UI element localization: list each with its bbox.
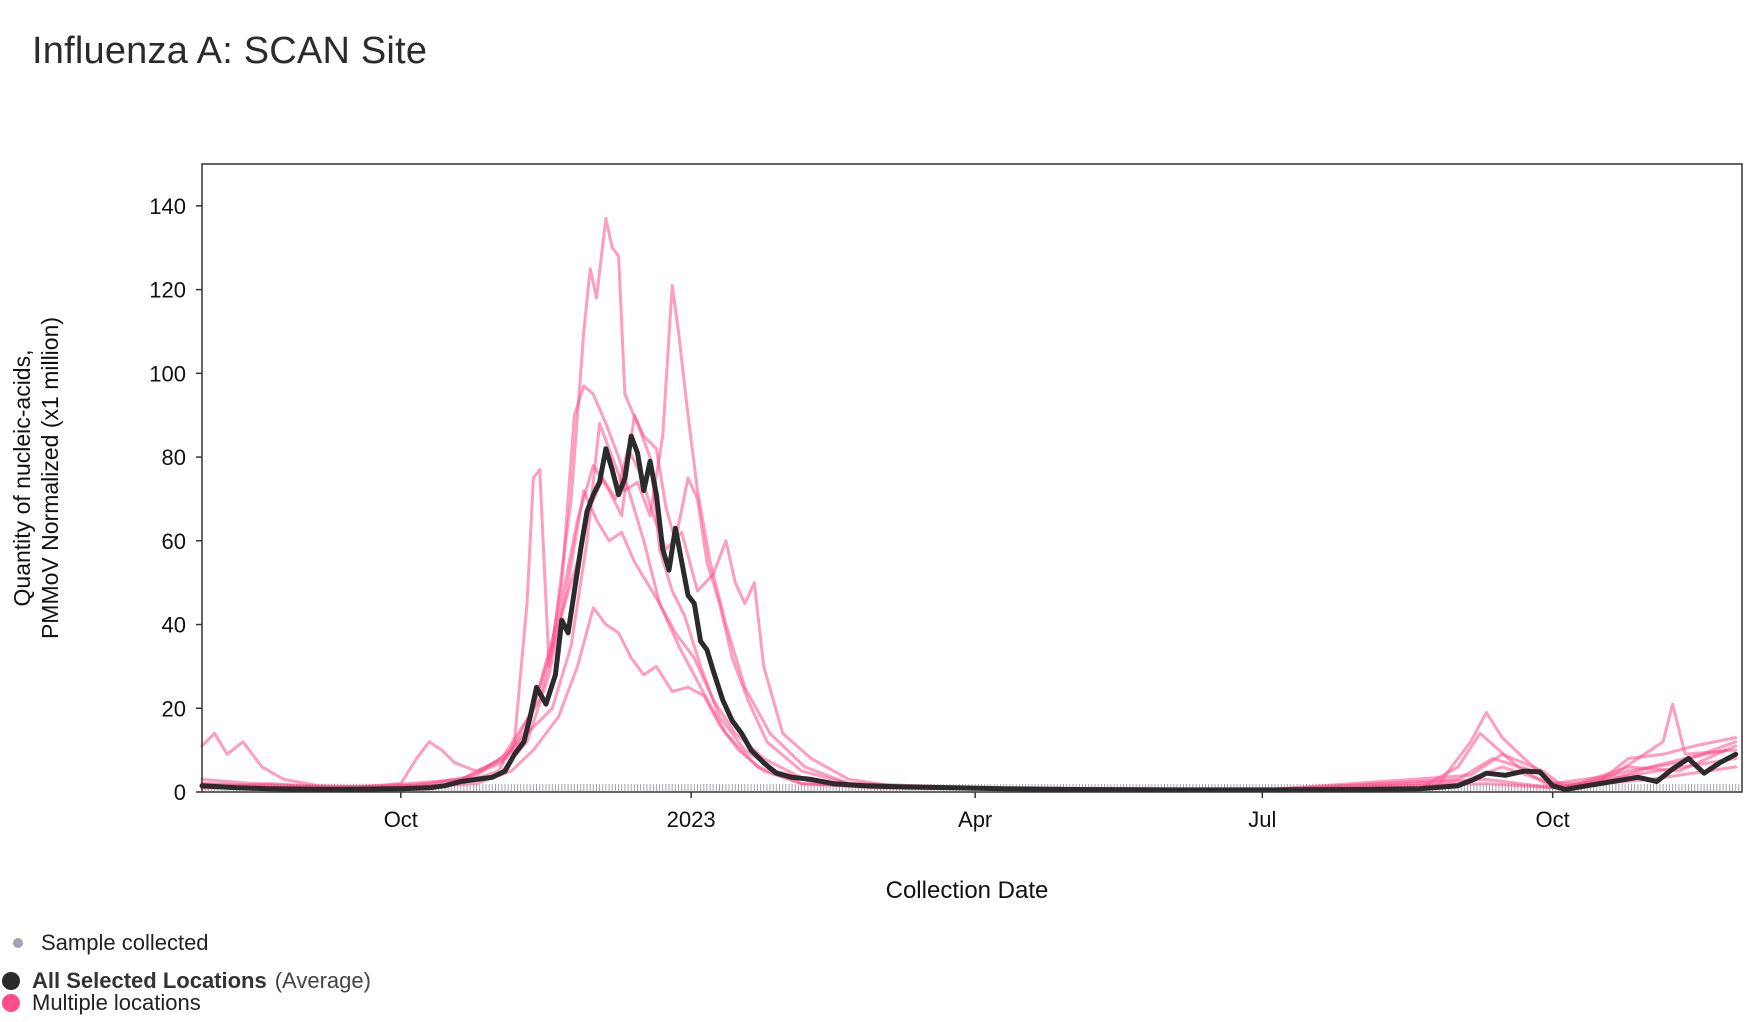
influenza-line-chart: 0 20 40 60 80 100 120 140 Oct 2023 Apr Jul Oct Quant… <box>9 163 1743 904</box>
plot-frame <box>201 163 1743 793</box>
y-tick-label: 100 <box>149 361 186 386</box>
y-tick-label: 0 <box>174 780 186 805</box>
y-tick-label: 120 <box>149 278 186 303</box>
legend-average-label: All Selected Locations <box>32 968 267 993</box>
average-dot-icon <box>2 972 20 990</box>
x-axis-label: Collection Date <box>886 877 1049 904</box>
legend-item-multiple-locations[interactable]: Multiple locations <box>0 990 201 1016</box>
location-series-layer <box>200 216 1738 792</box>
x-tick-label: Oct <box>1536 807 1570 832</box>
y-axis-label-line-2: PMMoV Normalized (x1 million) <box>37 317 63 639</box>
x-tick-label: 2023 <box>667 807 716 832</box>
series-line-location-3 <box>200 413 1738 792</box>
x-tick-label: Apr <box>958 807 992 832</box>
legend-multi-label: Multiple locations <box>32 990 201 1015</box>
y-tick-label: 40 <box>162 613 186 638</box>
locations-dot-icon <box>2 994 20 1012</box>
series-line-average <box>199 433 1739 793</box>
sample-dot-icon <box>13 938 23 948</box>
legend-average-sub: (Average) <box>274 968 371 993</box>
series-line-location-4 <box>200 283 1738 791</box>
x-tick-label: Jul <box>1248 807 1276 832</box>
axes-layer: 0 20 40 60 80 100 120 140 Oct 2023 Apr Jul Oct <box>149 163 1743 832</box>
series-line-location-6 <box>200 447 1738 792</box>
average-series-layer <box>199 433 1739 793</box>
legend-item-sample[interactable]: Sample collected <box>0 930 209 956</box>
y-axis-label-line-1: Quantity of nucleic-acids, <box>9 350 35 607</box>
legend-sample-label: Sample collected <box>41 930 209 955</box>
y-tick-label: 20 <box>162 696 186 721</box>
legend-item-average[interactable]: All Selected Locations (Average) <box>0 968 371 994</box>
chart-legend: Sample collected All Selected Locations … <box>0 930 600 1022</box>
y-tick-label: 140 <box>149 194 186 219</box>
series-line-location-1 <box>200 384 1738 792</box>
y-tick-label: 80 <box>162 445 186 470</box>
x-tick-label: Oct <box>384 807 418 832</box>
y-tick-label: 60 <box>162 529 186 554</box>
series-line-location-2 <box>200 216 1728 792</box>
page-title: Influenza A: SCAN Site <box>32 30 428 72</box>
